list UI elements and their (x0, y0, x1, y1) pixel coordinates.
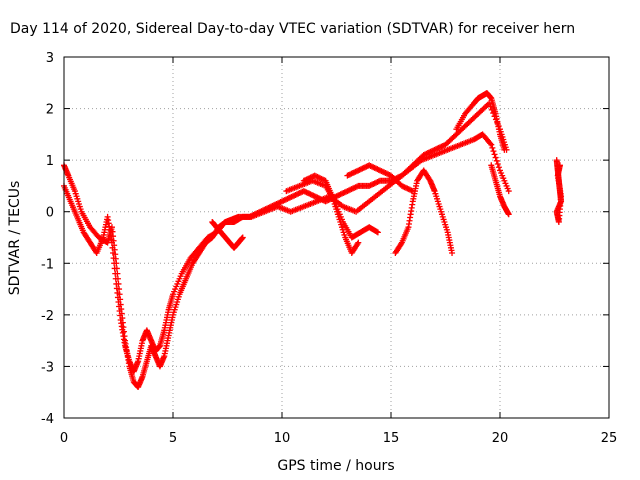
chart-title: Day 114 of 2020, Sidereal Day-to-day VTE… (10, 21, 575, 37)
data-point (110, 255, 117, 262)
data-point (398, 240, 405, 247)
y-tick-label: -2 (41, 309, 54, 324)
data-point (374, 229, 381, 236)
y-tick-label: 0 (46, 206, 54, 221)
data-point (108, 239, 115, 246)
data-point (239, 234, 246, 241)
x-tick-label: 10 (274, 431, 291, 446)
x-tick-label: 25 (601, 431, 618, 446)
series-track-a (61, 100, 510, 391)
series-branch-d (344, 162, 416, 195)
data-point (110, 249, 117, 256)
y-tick-label: 3 (46, 51, 54, 66)
y-tick-label: -4 (41, 412, 54, 427)
plot-frame (63, 56, 610, 419)
series-track-b (61, 131, 512, 375)
data-point (505, 211, 512, 218)
data-point (355, 239, 362, 246)
data-point (493, 157, 500, 164)
data-point (489, 144, 496, 151)
data-point (449, 249, 456, 256)
data-point (112, 275, 119, 282)
series-branch-c (392, 167, 456, 256)
data-point (111, 260, 118, 267)
data-point (495, 164, 502, 171)
series-branch-b (300, 172, 362, 256)
data-point (487, 140, 494, 147)
y-tick-label: -3 (41, 360, 54, 375)
data-point (491, 151, 498, 158)
data-point (556, 162, 563, 169)
data-point (409, 188, 416, 195)
data-points (61, 90, 565, 391)
x-axis-label: GPS time / hours (277, 458, 394, 474)
y-axis-label: SDTVAR / TECUs (7, 181, 23, 296)
x-tick-label: 20 (492, 431, 509, 446)
data-point (490, 148, 497, 155)
data-point (109, 244, 116, 251)
axis-ticks: 0 5 10 15 20 25 -4 -3 -2 -1 0 1 2 3 (41, 51, 617, 446)
series-branch-e (209, 219, 246, 251)
y-tick-label: 1 (46, 154, 54, 169)
series-high-arc (453, 90, 508, 153)
y-tick-label: -1 (41, 257, 54, 272)
y-tick-label: 2 (46, 103, 54, 118)
data-point (505, 188, 512, 195)
data-point (112, 270, 119, 277)
data-point (354, 240, 361, 247)
x-tick-label: 15 (383, 431, 400, 446)
data-point (494, 161, 501, 168)
data-point (111, 265, 118, 272)
data-point (492, 154, 499, 161)
data-point (488, 141, 495, 148)
x-tick-label: 0 (60, 431, 68, 446)
x-tick-label: 5 (169, 431, 177, 446)
series-late-drop (488, 162, 512, 218)
data-point (501, 146, 508, 153)
series-cluster-23 (553, 157, 565, 226)
